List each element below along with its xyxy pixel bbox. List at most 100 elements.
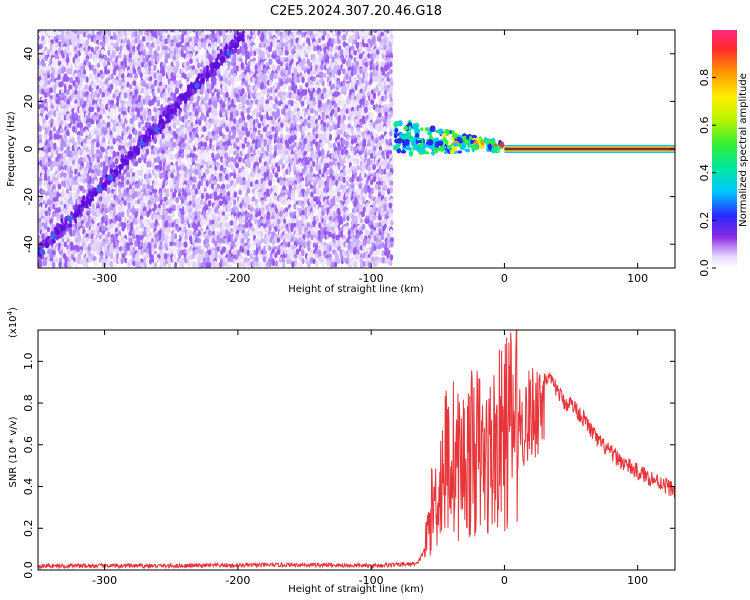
spectrogram-cell [260, 225, 264, 232]
spectrogram-cell [82, 177, 86, 184]
spectrogram-cell [281, 179, 286, 186]
spectrogram-cell [87, 245, 92, 252]
spectrogram-cells [38, 30, 675, 268]
spectrogram-cell [301, 76, 305, 84]
spectrogram-cell [271, 125, 275, 132]
spectrogram-cell [202, 125, 207, 133]
spectrogram-cell [268, 99, 273, 106]
spectrogram-cell [90, 149, 95, 156]
spectrogram-cell [41, 139, 45, 145]
spectrogram-cell [99, 169, 103, 177]
spectrogram-cell [109, 209, 114, 217]
spectrogram-cell [132, 80, 137, 86]
spectrogram-cell [117, 114, 122, 121]
spectrogram-cell [90, 156, 95, 164]
spectrogram-cell [84, 156, 89, 163]
spectrogram-cell [96, 169, 101, 177]
spectrogram-cell [235, 109, 239, 117]
spectrogram-cell [183, 148, 188, 156]
spectrogram-cell [91, 210, 95, 216]
spectrogram-cell [52, 126, 56, 133]
spectrogram-cell [174, 233, 178, 240]
spectrogram-cell [60, 119, 64, 126]
spectrogram-cell [145, 256, 149, 264]
spectrogram-cell [42, 75, 46, 82]
spectrogram-cell [82, 142, 86, 149]
spectrogram-cell [114, 214, 119, 222]
spectrogram-cell [254, 122, 258, 129]
spectrogram-cell [39, 160, 43, 167]
spectrogram-cell [240, 216, 245, 223]
spectrogram-cell [317, 37, 322, 44]
spectrogram-cell [98, 88, 103, 95]
spectrogram-cell [276, 237, 281, 243]
spectrogram-cell [257, 253, 262, 259]
spectrogram-cell [134, 72, 138, 79]
spectrogram-cell [54, 68, 59, 75]
spectrogram-cell [271, 238, 276, 245]
spectrogram-cell [120, 257, 124, 265]
spectrogram-cell [273, 150, 277, 158]
spectrogram-cell [124, 249, 128, 256]
spectrogram-cell [284, 34, 289, 41]
spectrogram-cell [58, 34, 62, 41]
spectrogram-cell [100, 49, 105, 55]
spectrogram-cell [163, 260, 167, 268]
spectrogram-cell [178, 252, 182, 259]
spectrogram-cell [74, 261, 78, 268]
spectrogram-cell [189, 30, 193, 34]
spectrogram-cell [290, 226, 294, 232]
spectrogram-cell [207, 262, 212, 268]
spectrogram-cell [197, 106, 201, 113]
spectrogram-cell [260, 260, 264, 267]
spectrogram-cell [249, 51, 253, 57]
spectrogram-cell [246, 249, 250, 257]
spectrogram-cell [140, 223, 145, 229]
spectrogram-cell [74, 83, 78, 91]
spectrogram-cell [118, 187, 122, 194]
spectrogram-cell [230, 33, 235, 40]
spectrogram-cell [54, 202, 59, 210]
spectrogram-cell [46, 226, 51, 233]
spectrogram-cell [249, 146, 254, 153]
spectrogram-cell [147, 177, 152, 184]
spectrogram-cell [41, 189, 46, 196]
spectrogram-cell [85, 146, 90, 153]
spectrogram-cell [139, 169, 144, 177]
spectrogram-cell [110, 99, 115, 106]
spectrogram-cell [140, 154, 145, 161]
spectrogram-cell [113, 108, 117, 115]
spectrogram-cell [126, 164, 130, 171]
spectrogram-cell [301, 257, 305, 265]
spectrogram-cell [197, 237, 201, 244]
spectrogram-cell [193, 45, 199, 51]
spectrogram-cell [312, 45, 317, 52]
spectrogram-cell [186, 110, 190, 117]
spectrogram-cell [93, 171, 98, 179]
spectrogram-cell [216, 80, 220, 87]
spectrogram-cell [63, 133, 68, 140]
spectrogram-cell [70, 260, 75, 267]
spectrogram-cell [140, 30, 144, 36]
spectrogram-cell [199, 115, 204, 121]
spectrogram-cell [246, 99, 250, 106]
spectrogram-cell [245, 130, 251, 138]
spectrogram-cell [110, 192, 114, 199]
spectrogram-cell [63, 66, 67, 73]
spectrogram-cell [104, 214, 109, 221]
spectrogram-cell [224, 260, 229, 268]
spectrogram-cell [222, 133, 226, 140]
spectrogram-cell [71, 46, 75, 53]
spectrogram-cell [120, 175, 125, 183]
spectrogram-cell [183, 241, 188, 248]
spectrogram-cell [177, 156, 182, 163]
spectrogram-cell [136, 198, 141, 205]
spectrogram-cell [69, 67, 73, 75]
spectrogram-cell [153, 203, 157, 211]
spectrogram-cell [164, 45, 169, 52]
spectrogram-cell [287, 168, 291, 175]
spectrogram-cell [291, 260, 295, 268]
spectrogram-cell [103, 96, 108, 103]
spectrogram-cell [117, 173, 122, 180]
